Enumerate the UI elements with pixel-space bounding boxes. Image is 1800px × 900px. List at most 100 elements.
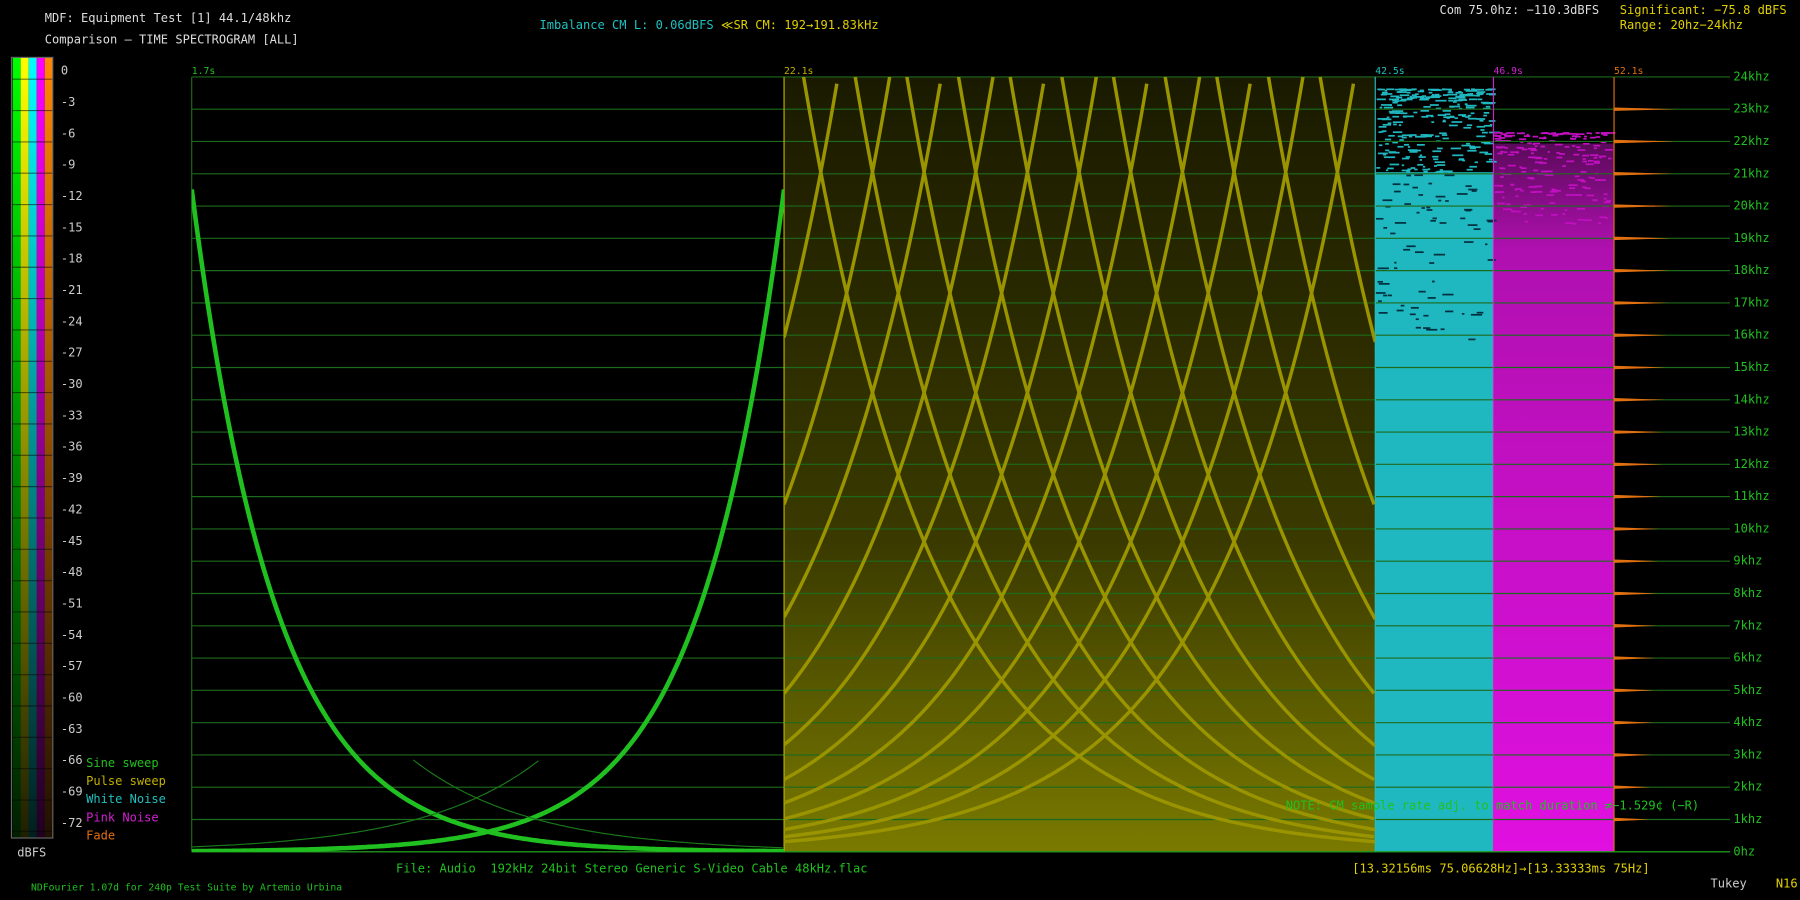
sample-rate: ≪SR CM: 192→191.83kHz: [721, 18, 879, 32]
noise-speck: [1403, 183, 1410, 186]
pink-noise: [1493, 143, 1615, 852]
noise-speck: [1593, 162, 1601, 164]
noise-speck: [1444, 113, 1451, 116]
noise-speck: [1594, 154, 1598, 157]
noise-speck: [1439, 169, 1443, 171]
noise-speck: [1418, 194, 1424, 196]
scale-strip: [44, 57, 53, 839]
noise-speck: [1521, 170, 1527, 173]
noise-speck: [1392, 183, 1401, 186]
mode: N16: [1776, 876, 1798, 890]
noise-speck: [1381, 104, 1392, 106]
noise-speck: [1516, 151, 1519, 154]
noise-speck: [1378, 312, 1388, 314]
noise-speck: [1506, 132, 1515, 134]
noise-speck: [1389, 163, 1400, 166]
noise-speck: [1376, 98, 1386, 101]
noise-speck: [1589, 136, 1596, 139]
noise-speck: [1440, 328, 1445, 331]
noise-speck: [1399, 94, 1410, 97]
noise-speck: [1593, 160, 1600, 163]
noise-speck: [1419, 89, 1424, 92]
noise-speck: [1498, 137, 1506, 139]
noise-speck: [1585, 163, 1594, 166]
noise-speck: [1493, 135, 1502, 137]
frequency-label: 2khz: [1733, 780, 1762, 794]
noise-speck: [1404, 203, 1412, 205]
frequency-label: 23khz: [1733, 102, 1769, 116]
noise-speck: [1606, 132, 1616, 134]
noise-speck: [1389, 104, 1392, 107]
noise-speck: [1486, 93, 1496, 95]
noise-speck: [1403, 115, 1407, 118]
noise-speck: [1392, 131, 1403, 134]
scale-label: -30: [61, 377, 83, 391]
noise-speck: [1401, 136, 1407, 139]
scale-label: -45: [61, 534, 83, 548]
noise-speck: [1423, 327, 1431, 329]
fade-tone: [1614, 688, 1655, 693]
scale-label: -39: [61, 471, 83, 485]
noise-speck: [1377, 267, 1389, 270]
noise-speck: [1403, 248, 1411, 251]
noise-speck: [1479, 119, 1484, 122]
noise-speck: [1414, 251, 1424, 254]
noise-speck: [1394, 88, 1405, 91]
noise-speck: [1604, 148, 1613, 151]
noise-speck: [1582, 160, 1587, 163]
frequency-label: 12khz: [1733, 457, 1769, 471]
noise-speck: [1433, 253, 1446, 256]
noise-speck: [1400, 304, 1405, 307]
noise-speck: [1593, 156, 1598, 159]
noise-speck: [1448, 89, 1452, 92]
noise-speck: [1544, 174, 1554, 176]
noise-speck: [1397, 104, 1403, 107]
noise-speck: [1381, 91, 1388, 94]
noise-speck: [1426, 209, 1433, 211]
noise-speck: [1533, 169, 1539, 172]
noise-speck: [1423, 314, 1429, 317]
pulse-sweep: [784, 83, 1252, 832]
noise-speck: [1375, 217, 1384, 220]
noise-speck: [1582, 154, 1590, 157]
noise-speck: [1385, 149, 1390, 152]
scale-label: -9: [61, 158, 76, 172]
frequency-label: 5khz: [1733, 683, 1762, 697]
fade-tone: [1614, 591, 1659, 596]
noise-speck: [1465, 90, 1478, 92]
noise-speck: [1408, 135, 1413, 138]
noise-speck: [1582, 158, 1586, 160]
noise-speck: [1565, 222, 1574, 225]
range: Range: 20hz−24khz: [1620, 18, 1743, 32]
noise-speck: [1401, 112, 1408, 115]
noise-speck: [1394, 100, 1400, 103]
noise-speck: [1556, 156, 1563, 159]
scale-label: -36: [61, 440, 83, 454]
noise-speck: [1421, 207, 1425, 209]
noise-speck: [1393, 123, 1397, 126]
noise-speck: [1483, 114, 1487, 117]
noise-speck: [1518, 138, 1527, 141]
pulse-sweep: [784, 83, 839, 338]
noise-speck: [1488, 158, 1493, 161]
noise-speck: [1409, 151, 1418, 153]
noise-speck: [1392, 121, 1404, 124]
time-marker: 52.1s: [1614, 66, 1643, 77]
noise-speck: [1469, 165, 1477, 168]
noise-speck: [1476, 135, 1486, 138]
noise-speck: [1448, 99, 1454, 102]
noise-speck: [1503, 134, 1508, 137]
noise-speck: [1483, 142, 1494, 145]
noise-speck: [1415, 318, 1419, 321]
pulse-sweep: [784, 83, 1046, 747]
noise-speck: [1562, 165, 1567, 167]
timing: [13.32156ms 75.06628Hz]→[13.33333ms 75Hz…: [1352, 862, 1649, 876]
noise-speck: [1546, 194, 1555, 197]
noise-speck: [1553, 132, 1557, 134]
noise-speck: [1554, 189, 1562, 192]
pulse-sweep: [784, 76, 995, 695]
noise-speck: [1464, 94, 1476, 97]
sine-sweep: [191, 189, 785, 852]
noise-speck: [1455, 91, 1464, 94]
noise-speck: [1534, 145, 1538, 147]
